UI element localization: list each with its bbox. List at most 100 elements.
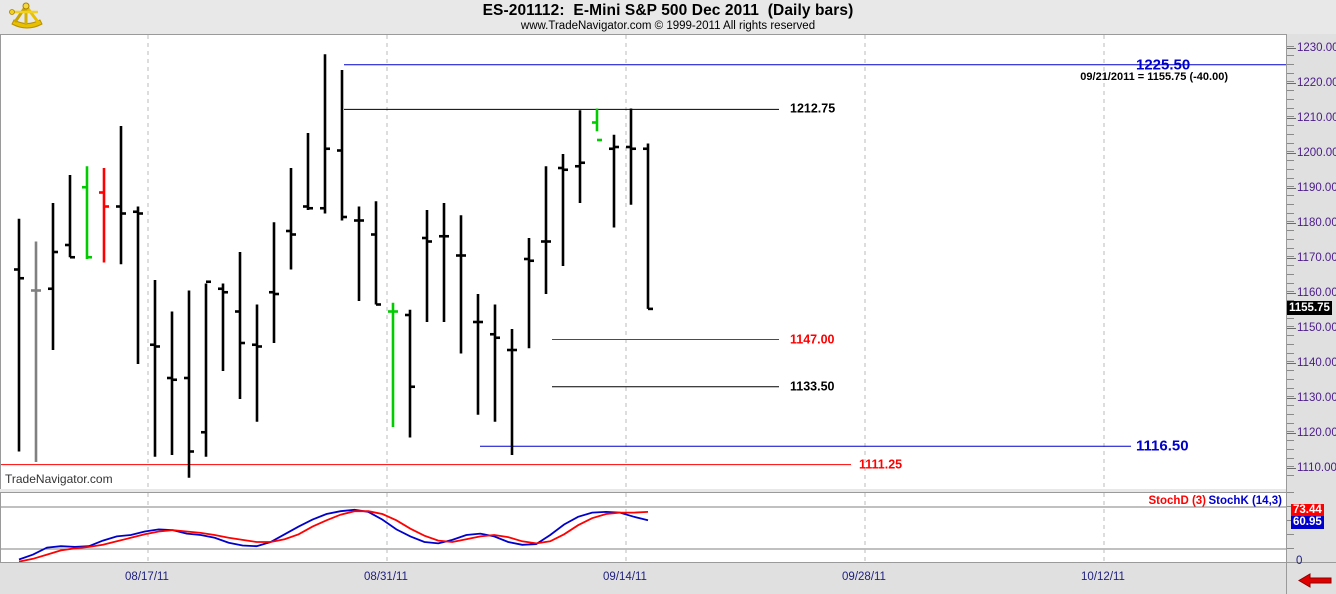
price-axis-minor-tick — [1287, 142, 1294, 144]
price-axis-minor-tick — [1287, 335, 1294, 336]
price-axis-label: 1180.00 — [1297, 217, 1336, 229]
price-axis-label: 1210.00 — [1297, 112, 1336, 124]
price-axis-minor-tick — [1287, 107, 1294, 109]
stoch-axis-tick — [1287, 506, 1294, 507]
ohlc-bar — [218, 283, 228, 371]
price-axis-minor-tick — [1287, 203, 1294, 205]
ohlc-bar — [201, 280, 211, 457]
price-axis-minor-tick — [1287, 448, 1294, 450]
price-axis-minor-tick — [1287, 72, 1294, 74]
ohlc-bar — [422, 210, 432, 322]
price-axis-tick — [1287, 48, 1296, 49]
resistance-1212-75-label: 1212.75 — [790, 101, 836, 116]
price-axis-minor-tick — [1287, 317, 1294, 319]
title-block: ES-201112: E-Mini S&P 500 Dec 2011 (Dail… — [0, 0, 1336, 33]
price-axis-minor-tick — [1287, 396, 1294, 398]
price-axis-tick — [1287, 328, 1296, 329]
price-axis-minor-tick — [1287, 422, 1294, 424]
ohlc-bar — [541, 166, 551, 294]
price-axis-minor-tick — [1287, 151, 1294, 153]
price-axis-minor-tick — [1287, 431, 1294, 433]
price-axis-minor-tick — [1287, 413, 1294, 415]
ohlc-bar — [303, 133, 313, 210]
price-axis-tick — [1287, 188, 1296, 189]
price-axis-minor-tick — [1287, 238, 1294, 240]
ohlc-bar — [609, 134, 619, 228]
price-axis-minor-tick — [1287, 291, 1294, 293]
price-axis-label: 1150.00 — [1297, 322, 1336, 334]
zero-label: 0 — [1296, 555, 1303, 567]
stoch-axis-tick — [1287, 492, 1294, 493]
price-axis-minor-tick — [1287, 326, 1294, 328]
ohlc-bar — [252, 304, 262, 422]
ohlc-bar — [473, 294, 483, 415]
left-arrow-icon[interactable] — [1298, 572, 1332, 589]
price-axis-minor-tick — [1287, 282, 1294, 284]
quote-readout: 09/21/2011 = 1155.75 (-40.00) — [1080, 71, 1228, 83]
price-axis-tick — [1287, 258, 1296, 259]
price-axis-minor-tick — [1287, 186, 1294, 188]
price-axis-label: 1220.00 — [1297, 77, 1336, 89]
ohlc-bar — [269, 222, 279, 343]
date-axis-label: 09/28/11 — [842, 571, 886, 583]
ohlc-bar — [524, 238, 534, 349]
price-axis-label: 1140.00 — [1297, 357, 1336, 369]
price-axis-minor-tick — [1287, 466, 1294, 468]
stochastic-line — [18, 508, 649, 561]
ohlc-bar — [167, 311, 177, 455]
price-plot — [1, 35, 1287, 490]
stoch-axis-tick — [1287, 548, 1294, 549]
price-axis-tick — [1287, 433, 1296, 434]
price-axis-minor-tick — [1287, 378, 1294, 380]
ohlc-bar — [456, 215, 466, 354]
ohlc-bar — [48, 203, 58, 350]
stochastic-panel[interactable]: StochD (3) StochK (14,3) — [0, 492, 1287, 563]
price-axis-minor-tick — [1287, 230, 1294, 231]
support-1133-50-label: 1133.50 — [790, 379, 835, 394]
panel-divider — [0, 489, 1286, 492]
price-axis-minor-tick — [1287, 475, 1294, 476]
price-axis-minor-tick — [1287, 46, 1294, 48]
price-axis[interactable]: 1230.00 1220.00 1210.00 1200.00 1190.00 1180.… — [1286, 34, 1336, 489]
price-axis-minor-tick — [1287, 256, 1294, 258]
price-axis-minor-tick — [1287, 221, 1294, 223]
date-axis-label: 08/17/11 — [125, 571, 169, 583]
price-axis-label: 1120.00 — [1297, 427, 1336, 439]
date-axis[interactable]: 08/17/11 08/31/11 09/14/11 09/28/11 10/12/11 — [0, 562, 1286, 594]
stochd-value-tag: 73.44 — [1291, 503, 1324, 517]
ohlc-bar — [592, 108, 602, 142]
stochastic-plot — [1, 493, 1287, 563]
ohlc-bar — [99, 168, 109, 263]
ohlc-bar — [320, 54, 330, 214]
price-axis-minor-tick — [1287, 177, 1294, 179]
price-axis-minor-tick — [1287, 133, 1294, 135]
price-axis-minor-tick — [1287, 457, 1294, 459]
date-axis-label: 09/14/11 — [603, 571, 647, 583]
stoch-axis-tick — [1287, 520, 1294, 521]
ohlc-bar — [150, 280, 160, 457]
price-axis-tick — [1287, 118, 1296, 119]
stoch-axis-tick — [1287, 534, 1294, 535]
price-chart-panel[interactable]: 09/21/2011 = 1155.75 (-40.00) TradeNavig… — [0, 34, 1287, 490]
price-axis-minor-tick — [1287, 125, 1294, 126]
price-axis-minor-tick — [1287, 273, 1294, 275]
legend-stochk: StochK (14,3) — [1208, 495, 1283, 507]
ohlc-bar — [371, 201, 381, 306]
price-axis-tick — [1287, 363, 1296, 364]
price-axis-minor-tick — [1287, 81, 1294, 83]
price-axis-minor-tick — [1287, 98, 1294, 100]
price-axis-tick — [1287, 223, 1296, 224]
ohlc-bar — [14, 218, 24, 452]
ohlc-bar — [575, 110, 585, 203]
legend-stochd: StochD (3) — [1148, 495, 1207, 507]
last-price-tag: 1155.75 — [1287, 300, 1332, 315]
price-axis-minor-tick — [1287, 160, 1294, 161]
ohlc-bar — [337, 70, 347, 221]
price-axis-tick — [1287, 83, 1296, 84]
price-axis-minor-tick — [1287, 370, 1294, 371]
stochastic-line — [18, 510, 649, 563]
ohlc-bar — [65, 175, 75, 259]
price-axis-label: 1230.00 — [1297, 42, 1336, 54]
ohlc-bar — [354, 206, 364, 301]
